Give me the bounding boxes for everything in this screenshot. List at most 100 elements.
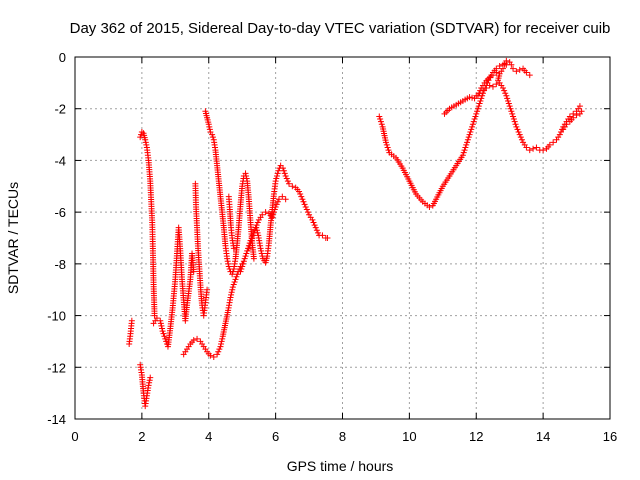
data-point xyxy=(228,291,235,298)
data-point xyxy=(502,90,509,97)
data-point xyxy=(302,203,309,210)
data-point xyxy=(234,271,241,278)
data-point xyxy=(460,149,467,156)
y-tick-label: -2 xyxy=(54,102,66,117)
data-point xyxy=(296,188,303,195)
data-point xyxy=(243,175,250,182)
data-point xyxy=(516,131,523,138)
data-point xyxy=(512,121,519,128)
data-point xyxy=(273,172,280,179)
data-point xyxy=(254,219,261,226)
data-point xyxy=(526,72,533,79)
data-point xyxy=(483,85,490,92)
chart-title: Day 362 of 2015, Sidereal Day-to-day VTE… xyxy=(70,20,611,37)
data-point xyxy=(526,147,533,154)
x-tick-label: 14 xyxy=(536,429,550,444)
data-point xyxy=(493,81,500,88)
data-point xyxy=(466,131,473,138)
data-point xyxy=(248,235,255,241)
data-point xyxy=(309,216,316,223)
data-point xyxy=(207,352,214,359)
data-point xyxy=(523,144,530,151)
data-point xyxy=(459,152,466,159)
data-point xyxy=(313,227,320,234)
data-point xyxy=(280,167,287,174)
data-point xyxy=(245,242,252,249)
data-point xyxy=(190,268,197,275)
data-point xyxy=(279,165,286,172)
data-point xyxy=(530,145,537,152)
data-point xyxy=(218,341,225,348)
data-point xyxy=(426,203,433,210)
x-tick-label: 10 xyxy=(402,429,416,444)
data-point xyxy=(146,379,153,386)
data-point xyxy=(297,191,304,198)
data-point xyxy=(241,255,248,262)
y-axis-label: SDTVAR / TECUs xyxy=(5,182,21,294)
y-tick-label: -8 xyxy=(54,257,66,272)
data-point xyxy=(508,108,515,115)
data-point xyxy=(243,250,250,257)
data-point xyxy=(259,211,266,218)
data-point xyxy=(138,131,145,138)
data-point xyxy=(377,118,384,125)
data-point xyxy=(298,193,305,200)
data-point xyxy=(274,198,281,205)
x-tick-label: 0 xyxy=(71,429,78,444)
data-point xyxy=(275,196,282,203)
data-point xyxy=(523,69,530,76)
data-point xyxy=(242,170,249,177)
data-point xyxy=(230,245,237,252)
data-point xyxy=(464,139,471,146)
data-point xyxy=(161,333,168,340)
data-point xyxy=(206,123,213,130)
data-point xyxy=(513,68,520,75)
data-point xyxy=(209,134,216,141)
data-point xyxy=(258,247,265,254)
data-point xyxy=(473,110,480,117)
data-point xyxy=(230,281,237,288)
data-point xyxy=(466,94,473,101)
data-point xyxy=(217,343,224,350)
data-point xyxy=(272,178,279,185)
data-point xyxy=(376,113,383,120)
data-point xyxy=(225,260,232,267)
x-tick-label: 4 xyxy=(205,429,212,444)
data-point xyxy=(508,61,515,68)
data-point xyxy=(518,136,525,143)
x-tick-label: 16 xyxy=(603,429,617,444)
data-point xyxy=(190,337,197,344)
data-point xyxy=(563,121,570,128)
data-point xyxy=(505,97,512,104)
data-point xyxy=(225,263,232,270)
data-point xyxy=(503,57,510,64)
data-point xyxy=(214,351,221,358)
data-point xyxy=(147,374,154,381)
data-point xyxy=(517,134,524,141)
data-point xyxy=(275,167,282,174)
data-point xyxy=(468,126,475,133)
data-point xyxy=(324,235,331,241)
data-point xyxy=(556,131,563,138)
data-point xyxy=(301,201,308,208)
data-point xyxy=(253,227,260,234)
data-point xyxy=(510,116,517,123)
data-point xyxy=(510,65,517,72)
data-point xyxy=(511,118,518,125)
data-point xyxy=(501,61,508,68)
data-point xyxy=(231,278,238,285)
data-point xyxy=(249,232,256,239)
data-point xyxy=(286,180,292,187)
data-point xyxy=(240,260,247,267)
data-point xyxy=(258,250,265,257)
data-point xyxy=(312,224,319,231)
data-point xyxy=(239,263,246,270)
data-point xyxy=(244,247,251,254)
data-point xyxy=(515,128,522,135)
data-point xyxy=(550,139,557,146)
y-tick-label: -12 xyxy=(47,360,66,375)
data-point xyxy=(493,69,500,76)
data-point xyxy=(384,144,391,151)
data-point xyxy=(216,346,223,353)
